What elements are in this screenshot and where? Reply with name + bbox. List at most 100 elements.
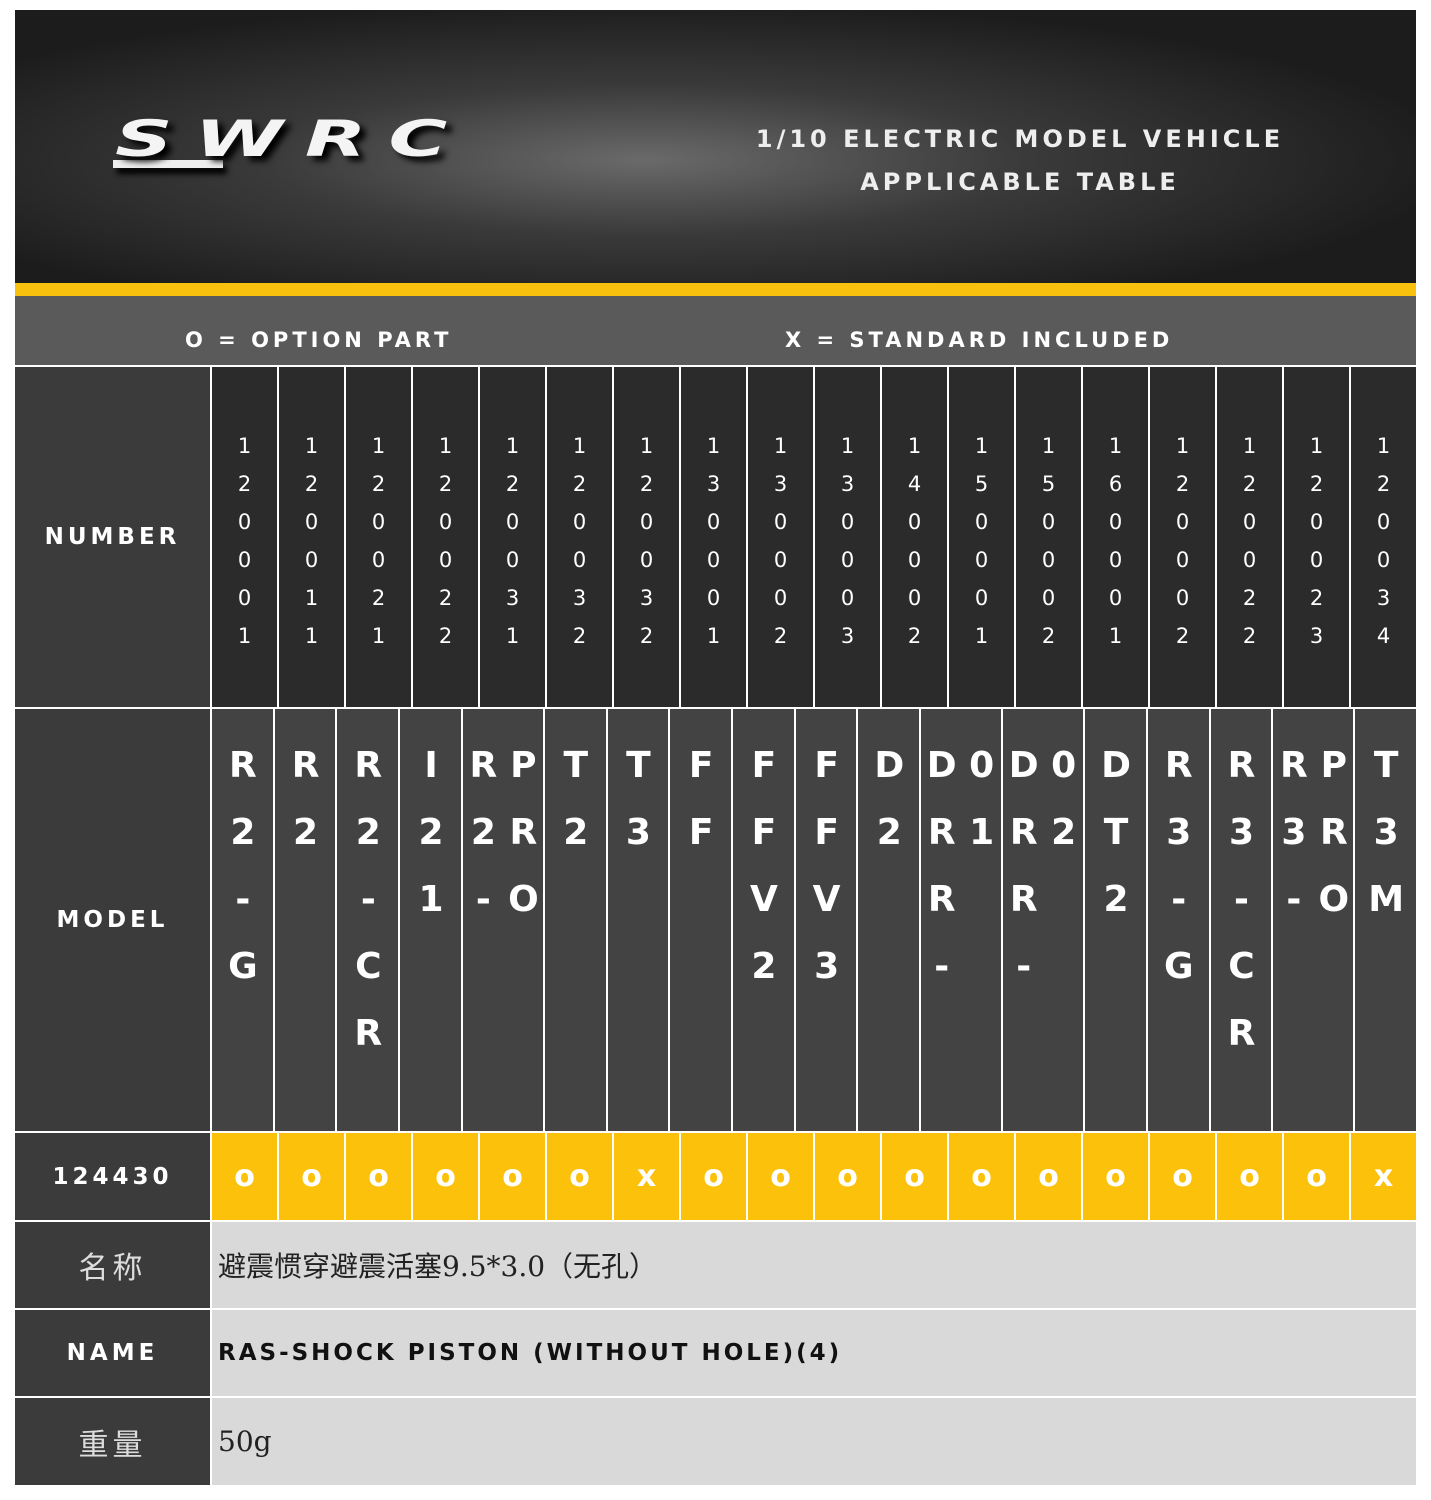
number-cell-char: 3 — [773, 472, 788, 496]
number-cell-char: 2 — [505, 472, 520, 496]
number-cell-char: 1 — [1108, 624, 1123, 648]
number-cell-char: 0 — [840, 548, 855, 572]
model-cell: R3-CR — [1210, 709, 1272, 1131]
value-cell: o — [413, 1133, 478, 1220]
number-cell: 1 6 0 0 0 1 — [1083, 367, 1148, 707]
legend: O = OPTION PART X = STANDARD INCLUDED — [15, 296, 1416, 365]
number-cell-char: 0 — [1108, 548, 1123, 572]
number-cell-char: 1 — [237, 434, 252, 458]
number-cell-char: 0 — [773, 510, 788, 534]
number-cell-char: 0 — [304, 510, 319, 534]
number-cell-char: 0 — [1242, 548, 1257, 572]
number-cell-char: 6 — [1108, 472, 1123, 496]
model-cell: FFV3 — [795, 709, 857, 1131]
model-cell: R2-CR — [337, 709, 399, 1131]
number-cell: 1 2 0 0 3 2 — [614, 367, 679, 707]
number-cell-char: 0 — [840, 586, 855, 610]
weight-label: 重量 — [15, 1398, 210, 1485]
number-cell: 1 2 0 0 2 2 — [413, 367, 478, 707]
number-cell: 1 4 0 0 0 2 — [882, 367, 947, 707]
number-cell-char: 0 — [773, 548, 788, 572]
value-cell: o — [1284, 1133, 1349, 1220]
number-cell-char: 2 — [438, 472, 453, 496]
number-cell: 1 2 0 0 0 2 — [1150, 367, 1215, 707]
number-cell-char: 2 — [572, 472, 587, 496]
number-cell-char: 2 — [1175, 472, 1190, 496]
model-name: R3-CR — [1220, 745, 1262, 1080]
model-cell: DT2 — [1085, 709, 1146, 1131]
number-cell-char: 0 — [1041, 548, 1056, 572]
model-cell: T3M — [1355, 709, 1417, 1131]
number-cell: 1 3 0 0 0 2 — [748, 367, 813, 707]
sheet-title: 1/10 ELECTRIC MODEL VEHICLE APPLICABLE T… — [715, 118, 1325, 204]
number-cell-char: 0 — [639, 548, 654, 572]
name-en-label: NAME — [15, 1310, 210, 1396]
model-label: MODEL — [15, 709, 210, 1131]
number-cell: 1 2 0 0 1 1 — [279, 367, 344, 707]
number-cell-char: 5 — [974, 472, 989, 496]
number-cell-char: 0 — [773, 586, 788, 610]
number-cell-char: 2 — [1041, 624, 1056, 648]
number-cell-char: 1 — [505, 434, 520, 458]
number-cell-char: 0 — [1376, 510, 1391, 534]
value-cell: o — [1217, 1133, 1282, 1220]
number-cell: 1 2 0 0 2 1 — [346, 367, 411, 707]
number-cell-char: 2 — [907, 624, 922, 648]
number-cell-char: 0 — [706, 510, 721, 534]
number-cell-char: 2 — [1376, 472, 1391, 496]
number-cell-char: 2 — [1309, 586, 1324, 610]
number-cell-char: 0 — [639, 510, 654, 534]
name-en-row: NAME RAS-SHOCK PISTON (WITHOUT HOLE)(4) — [15, 1310, 1416, 1396]
number-cell-char: 0 — [1175, 586, 1190, 610]
value-cell: o — [212, 1133, 277, 1220]
number-cell-char: 0 — [1108, 510, 1123, 534]
number-cell-char: 5 — [1041, 472, 1056, 496]
compatibility-sheet: SWRC 1/10 ELECTRIC MODEL VEHICLE APPLICA… — [15, 10, 1417, 1485]
number-cell-char: 0 — [505, 510, 520, 534]
number-row: NUMBER 1 2 0 0 0 1 1 2 0 0 1 1 1 2 0 0 2 1 1 2 0 0 2 2 1 2 0 0 3 1 1 2 0… — [15, 367, 1416, 707]
model-cell: DRR-02 — [1003, 709, 1084, 1131]
brand-logo: SWRC — [115, 110, 470, 168]
number-cell-char: 2 — [1309, 472, 1324, 496]
value-cell: x — [614, 1133, 679, 1220]
number-cell-char: 2 — [572, 624, 587, 648]
number-cell-char: 1 — [639, 434, 654, 458]
model-name: T3M — [1365, 745, 1407, 946]
number-cell-char: 3 — [572, 586, 587, 610]
number-cell-char: 0 — [907, 548, 922, 572]
number-cell-char: 1 — [706, 624, 721, 648]
number-cell-char: 1 — [840, 434, 855, 458]
number-cell-char: 2 — [237, 472, 252, 496]
model-name: FFV3 — [806, 745, 848, 1013]
number-cell-char: 1 — [304, 586, 319, 610]
title-line-2: APPLICABLE TABLE — [860, 168, 1180, 196]
number-cell-char: 1 — [773, 434, 788, 458]
number-cell-char: 0 — [438, 510, 453, 534]
number-cell-char: 1 — [706, 434, 721, 458]
number-cell-char: 1 — [438, 434, 453, 458]
model-name: DRR-01 — [921, 745, 1003, 1013]
legend-standard: X = STANDARD INCLUDED — [785, 328, 1174, 352]
number-cell: 1 2 0 0 2 2 — [1217, 367, 1282, 707]
number-cell-char: 0 — [706, 548, 721, 572]
number-cell-char: 0 — [974, 548, 989, 572]
model-name: R2-CR — [347, 745, 389, 1080]
model-name: R2-G — [222, 745, 264, 1013]
model-cell: R2 — [274, 709, 336, 1131]
number-cell-char: 0 — [1376, 548, 1391, 572]
number-cell-char: 1 — [1376, 434, 1391, 458]
model-cell: T2 — [544, 709, 606, 1131]
value-cell: o — [882, 1133, 947, 1220]
number-cell: 1 3 0 0 0 1 — [681, 367, 746, 707]
model-name: D2 — [868, 745, 910, 879]
value-cell: o — [279, 1133, 344, 1220]
model-name: FFV2 — [743, 745, 785, 1013]
value-cell: o — [748, 1133, 813, 1220]
number-cell-char: 2 — [639, 624, 654, 648]
header-banner: SWRC 1/10 ELECTRIC MODEL VEHICLE APPLICA… — [15, 10, 1416, 283]
value-cell: o — [346, 1133, 411, 1220]
number-cell-char: 1 — [304, 434, 319, 458]
model-name: R2 — [285, 745, 327, 879]
number-cell-char: 0 — [1309, 548, 1324, 572]
model-name: R2-PRO — [462, 745, 544, 946]
